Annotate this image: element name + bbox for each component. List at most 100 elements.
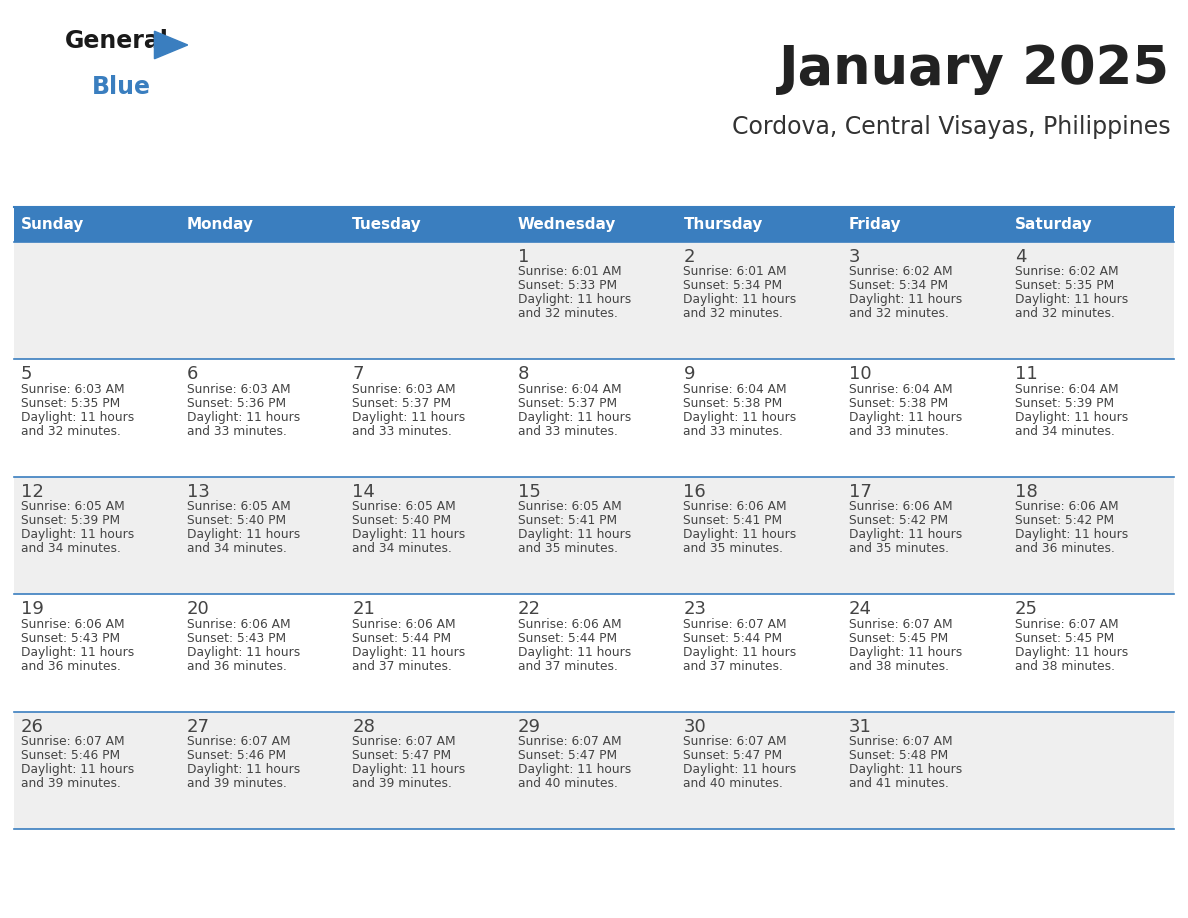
Text: Sunrise: 6:06 AM: Sunrise: 6:06 AM [187,618,290,631]
Text: Sunrise: 6:04 AM: Sunrise: 6:04 AM [849,383,953,396]
Text: Sunset: 5:45 PM: Sunset: 5:45 PM [849,632,948,644]
Text: Daylight: 11 hours: Daylight: 11 hours [518,645,631,658]
Text: Daylight: 11 hours: Daylight: 11 hours [352,528,466,541]
Text: and 33 minutes.: and 33 minutes. [518,425,618,438]
Text: Thursday: Thursday [683,217,763,231]
Text: 23: 23 [683,600,707,619]
Text: 11: 11 [1015,365,1037,384]
Text: 13: 13 [187,483,209,501]
Text: and 38 minutes.: and 38 minutes. [849,660,949,673]
Text: Sunset: 5:47 PM: Sunset: 5:47 PM [352,749,451,762]
Text: Sunset: 5:44 PM: Sunset: 5:44 PM [683,632,783,644]
Text: 28: 28 [352,718,375,736]
Text: Sunrise: 6:04 AM: Sunrise: 6:04 AM [683,383,788,396]
Text: Sunset: 5:38 PM: Sunset: 5:38 PM [849,397,948,409]
Text: and 35 minutes.: and 35 minutes. [518,543,618,555]
Polygon shape [154,31,188,59]
Text: 26: 26 [21,718,44,736]
Text: Daylight: 11 hours: Daylight: 11 hours [21,410,134,423]
Text: Sunset: 5:42 PM: Sunset: 5:42 PM [849,514,948,527]
Text: Sunrise: 6:06 AM: Sunrise: 6:06 AM [518,618,621,631]
Text: Sunrise: 6:03 AM: Sunrise: 6:03 AM [21,383,125,396]
Text: Sunrise: 6:06 AM: Sunrise: 6:06 AM [352,618,456,631]
Bar [346,207,511,241]
Text: and 39 minutes.: and 39 minutes. [21,778,121,790]
Bar [511,207,677,241]
Text: Sunset: 5:47 PM: Sunset: 5:47 PM [683,749,783,762]
Text: Daylight: 11 hours: Daylight: 11 hours [849,528,962,541]
Text: Sunday: Sunday [21,217,84,231]
Bar [179,207,346,241]
Text: 19: 19 [21,600,44,619]
Text: Daylight: 11 hours: Daylight: 11 hours [849,410,962,423]
Text: Daylight: 11 hours: Daylight: 11 hours [21,763,134,776]
Text: 18: 18 [1015,483,1037,501]
Text: and 36 minutes.: and 36 minutes. [21,660,121,673]
Bar [14,241,1174,359]
Text: Daylight: 11 hours: Daylight: 11 hours [518,293,631,306]
Bar [14,595,1174,712]
Text: Sunset: 5:37 PM: Sunset: 5:37 PM [518,397,617,409]
Text: and 34 minutes.: and 34 minutes. [1015,425,1114,438]
Text: Sunrise: 6:07 AM: Sunrise: 6:07 AM [352,735,456,748]
Text: Sunrise: 6:03 AM: Sunrise: 6:03 AM [352,383,456,396]
Text: Daylight: 11 hours: Daylight: 11 hours [518,410,631,423]
Text: 1: 1 [518,248,529,266]
Text: and 39 minutes.: and 39 minutes. [187,778,286,790]
Bar [14,359,1174,477]
Text: and 40 minutes.: and 40 minutes. [683,778,783,790]
Text: Sunrise: 6:07 AM: Sunrise: 6:07 AM [1015,618,1118,631]
Text: Daylight: 11 hours: Daylight: 11 hours [187,528,299,541]
Text: 4: 4 [1015,248,1026,266]
Text: Sunrise: 6:07 AM: Sunrise: 6:07 AM [683,618,788,631]
Text: January 2025: January 2025 [779,43,1170,95]
Text: 24: 24 [849,600,872,619]
Text: and 33 minutes.: and 33 minutes. [683,425,783,438]
Text: Wednesday: Wednesday [518,217,617,231]
Text: and 36 minutes.: and 36 minutes. [187,660,286,673]
Text: Sunrise: 6:07 AM: Sunrise: 6:07 AM [683,735,788,748]
Text: and 34 minutes.: and 34 minutes. [187,543,286,555]
Text: General: General [65,29,169,53]
Text: Sunrise: 6:01 AM: Sunrise: 6:01 AM [518,265,621,278]
Text: Sunset: 5:42 PM: Sunset: 5:42 PM [1015,514,1114,527]
Text: Saturday: Saturday [1015,217,1093,231]
Text: Sunset: 5:47 PM: Sunset: 5:47 PM [518,749,617,762]
Text: Sunset: 5:46 PM: Sunset: 5:46 PM [187,749,285,762]
Text: 16: 16 [683,483,706,501]
Text: Daylight: 11 hours: Daylight: 11 hours [849,293,962,306]
Text: Sunset: 5:45 PM: Sunset: 5:45 PM [1015,632,1114,644]
Text: Daylight: 11 hours: Daylight: 11 hours [352,645,466,658]
Text: Sunset: 5:44 PM: Sunset: 5:44 PM [518,632,617,644]
Text: Sunrise: 6:04 AM: Sunrise: 6:04 AM [1015,383,1118,396]
Text: 10: 10 [849,365,872,384]
Text: 21: 21 [352,600,375,619]
Text: Daylight: 11 hours: Daylight: 11 hours [1015,528,1127,541]
Text: Sunset: 5:41 PM: Sunset: 5:41 PM [683,514,783,527]
Text: Sunset: 5:41 PM: Sunset: 5:41 PM [518,514,617,527]
Text: Sunrise: 6:03 AM: Sunrise: 6:03 AM [187,383,290,396]
Text: and 33 minutes.: and 33 minutes. [187,425,286,438]
Text: and 39 minutes.: and 39 minutes. [352,778,453,790]
Text: and 37 minutes.: and 37 minutes. [683,660,783,673]
Text: Sunset: 5:36 PM: Sunset: 5:36 PM [187,397,285,409]
Text: Daylight: 11 hours: Daylight: 11 hours [683,528,797,541]
Text: 9: 9 [683,365,695,384]
Text: and 35 minutes.: and 35 minutes. [683,543,783,555]
Text: Cordova, Central Visayas, Philippines: Cordova, Central Visayas, Philippines [732,115,1170,139]
Text: Monday: Monday [187,217,253,231]
Text: Sunset: 5:34 PM: Sunset: 5:34 PM [683,279,783,292]
Text: Sunset: 5:43 PM: Sunset: 5:43 PM [187,632,285,644]
Text: and 34 minutes.: and 34 minutes. [352,543,453,555]
Text: Sunrise: 6:07 AM: Sunrise: 6:07 AM [21,735,125,748]
Text: Daylight: 11 hours: Daylight: 11 hours [21,528,134,541]
Text: and 34 minutes.: and 34 minutes. [21,543,121,555]
Text: 7: 7 [352,365,364,384]
Text: 29: 29 [518,718,541,736]
Text: and 33 minutes.: and 33 minutes. [849,425,949,438]
Text: Sunrise: 6:01 AM: Sunrise: 6:01 AM [683,265,788,278]
Text: 5: 5 [21,365,32,384]
Text: 3: 3 [849,248,860,266]
Text: Daylight: 11 hours: Daylight: 11 hours [21,645,134,658]
Text: Sunrise: 6:06 AM: Sunrise: 6:06 AM [849,500,953,513]
